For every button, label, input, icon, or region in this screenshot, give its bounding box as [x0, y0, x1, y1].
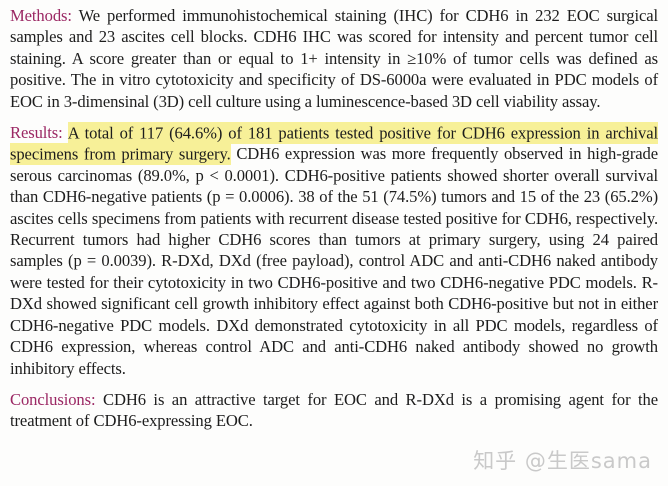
results-section: Results: A total of 117 (64.6%) of 181 p…	[10, 121, 658, 379]
results-label: Results:	[10, 123, 63, 143]
results-text: CDH6 expression was more frequently obse…	[10, 144, 658, 378]
conclusions-section: Conclusions: CDH6 is an attractive targe…	[10, 389, 658, 432]
methods-section: Methods: We performed immunohistochemica…	[10, 5, 658, 112]
conclusions-label: Conclusions:	[10, 389, 96, 409]
methods-text: We performed immunohistochemical stainin…	[10, 6, 658, 111]
methods-label: Methods:	[10, 6, 72, 25]
conclusions-text: CDH6 is an attractive target for EOC and…	[10, 389, 658, 431]
